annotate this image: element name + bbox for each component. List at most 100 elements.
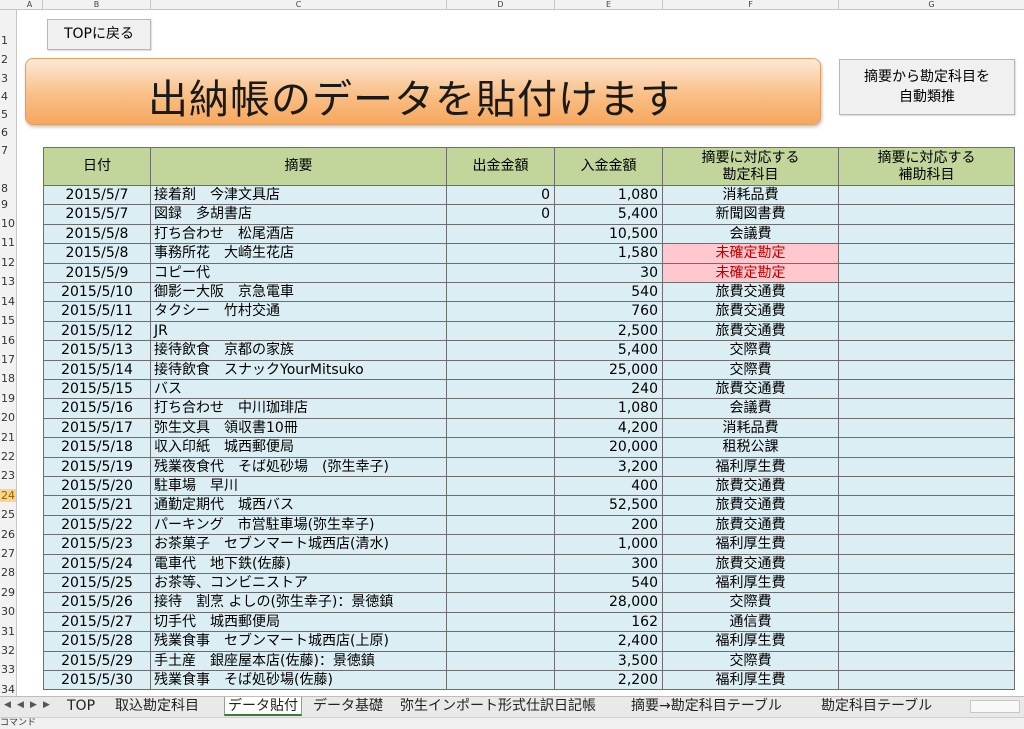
cell-description[interactable]: 御影ー大阪 京急電車 [151, 283, 447, 303]
header-inflow[interactable]: 入金金額 [555, 147, 663, 186]
cell-date[interactable]: 2015/5/14 [43, 360, 151, 380]
cell-outflow[interactable] [447, 457, 555, 477]
row-header[interactable]: 28 [1, 566, 15, 579]
cell-account[interactable]: 福利厚生費 [663, 671, 839, 691]
cell-inflow[interactable]: 1,000 [555, 535, 663, 555]
cell-inflow[interactable]: 1,080 [555, 186, 663, 206]
cell-account[interactable]: 新聞図書費 [663, 205, 839, 225]
cell-account[interactable]: 旅費交通費 [663, 302, 839, 322]
cell-description[interactable]: お茶等、コンビニストア [151, 574, 447, 594]
cell-sub-account[interactable] [839, 341, 1015, 361]
header-date[interactable]: 日付 [43, 147, 151, 186]
row-header[interactable]: 20 [1, 411, 15, 424]
cell-inflow[interactable]: 3,200 [555, 457, 663, 477]
cell-date[interactable]: 2015/5/7 [43, 186, 151, 206]
cell-description[interactable]: 弥生文具 領収書10冊 [151, 418, 447, 439]
prev-sheet-icon[interactable]: ◀ [17, 700, 24, 710]
cell-account[interactable]: 福利厚生費 [663, 457, 839, 477]
cell-description[interactable]: 接待飲食 スナックYourMitsuko [151, 360, 447, 380]
cell-date[interactable]: 2015/5/16 [43, 399, 151, 419]
cell-description[interactable]: 電車代 地下鉄(佐藤) [151, 554, 447, 574]
cell-account[interactable]: 旅費交通費 [663, 496, 839, 516]
cell-description[interactable]: 接着剤 今津文具店 [151, 186, 447, 206]
cell-description[interactable]: 残業食事 そば処砂場(佐藤) [151, 671, 447, 691]
cell-date[interactable]: 2015/5/11 [43, 302, 151, 322]
cell-inflow[interactable]: 5,400 [555, 205, 663, 225]
cell-date[interactable]: 2015/5/25 [43, 574, 151, 594]
row-header[interactable]: 22 [1, 450, 15, 463]
row-header[interactable]: 30 [1, 605, 15, 618]
cell-inflow[interactable]: 3,500 [555, 651, 663, 671]
cell-outflow[interactable] [447, 515, 555, 536]
cell-account[interactable]: 会議費 [663, 224, 839, 245]
cell-outflow[interactable] [447, 380, 555, 400]
cell-outflow[interactable] [447, 302, 555, 322]
cell-description[interactable]: 打ち合わせ 松尾酒店 [151, 224, 447, 245]
column-header-b[interactable]: B [43, 0, 151, 9]
tab-yayoi-import-journal[interactable]: 弥生インポート形式仕訳日記帳 [400, 698, 596, 714]
cell-account[interactable]: 福利厚生費 [663, 632, 839, 652]
cell-sub-account[interactable] [839, 593, 1015, 613]
row-header[interactable]: 4 [1, 90, 8, 103]
first-sheet-icon[interactable]: ◀ [4, 700, 11, 710]
cell-sub-account[interactable] [839, 612, 1015, 633]
cell-inflow[interactable]: 760 [555, 302, 663, 322]
cell-sub-account[interactable] [839, 554, 1015, 574]
cell-inflow[interactable]: 5,400 [555, 341, 663, 361]
cell-description[interactable]: バス [151, 380, 447, 400]
cell-date[interactable]: 2015/5/26 [43, 593, 151, 613]
row-header[interactable]: 1 [1, 34, 8, 47]
column-header-a[interactable]: A [17, 0, 43, 9]
cell-date[interactable]: 2015/5/12 [43, 321, 151, 342]
cell-outflow[interactable] [447, 593, 555, 613]
cell-account[interactable]: 福利厚生費 [663, 535, 839, 555]
cell-outflow[interactable] [447, 477, 555, 497]
cell-sub-account[interactable] [839, 302, 1015, 322]
cell-outflow[interactable] [447, 612, 555, 633]
cell-date[interactable]: 2015/5/7 [43, 205, 151, 225]
header-outflow[interactable]: 出金金額 [447, 147, 555, 186]
cell-account[interactable]: 消耗品費 [663, 186, 839, 206]
row-header[interactable]: 10 [1, 217, 15, 230]
cell-outflow[interactable] [447, 496, 555, 516]
cell-sub-account[interactable] [839, 263, 1015, 283]
column-header-f[interactable]: F [663, 0, 839, 9]
cell-account[interactable]: 旅費交通費 [663, 477, 839, 497]
cell-sub-account[interactable] [839, 671, 1015, 691]
cell-sub-account[interactable] [839, 496, 1015, 516]
cell-sub-account[interactable] [839, 244, 1015, 264]
cell-inflow[interactable]: 400 [555, 477, 663, 497]
row-header[interactable]: 27 [1, 547, 15, 560]
cell-account[interactable]: 会議費 [663, 399, 839, 419]
cell-account[interactable]: 消耗品費 [663, 418, 839, 439]
cell-date[interactable]: 2015/5/18 [43, 438, 151, 458]
cell-inflow[interactable]: 25,000 [555, 360, 663, 380]
cell-account[interactable]: 未確定勘定 [663, 244, 839, 264]
row-header[interactable]: 33 [1, 663, 15, 676]
cell-date[interactable]: 2015/5/8 [43, 244, 151, 264]
cell-sub-account[interactable] [839, 321, 1015, 342]
cell-inflow[interactable]: 1,080 [555, 399, 663, 419]
auto-infer-account-button[interactable]: 摘要から勘定科目を 自動類推 [839, 59, 1015, 115]
cell-date[interactable]: 2015/5/28 [43, 632, 151, 652]
cell-outflow[interactable] [447, 535, 555, 555]
cell-description[interactable]: お茶菓子 セブンマート城西店(清水) [151, 535, 447, 555]
header-sub-account[interactable]: 摘要に対応する 補助科目 [839, 147, 1015, 186]
header-description[interactable]: 摘要 [151, 147, 447, 186]
row-header[interactable]: 18 [1, 372, 15, 385]
cell-inflow[interactable]: 2,200 [555, 671, 663, 691]
row-header[interactable]: 2 [1, 53, 8, 66]
tab-top[interactable]: TOP [67, 698, 96, 714]
row-header[interactable]: 26 [1, 528, 15, 541]
row-header[interactable]: 3 [1, 72, 8, 85]
next-sheet-icon[interactable]: ▶ [30, 700, 37, 710]
cell-outflow[interactable]: 0 [447, 186, 555, 206]
cell-date[interactable]: 2015/5/8 [43, 224, 151, 245]
tab-desc-to-account-table[interactable]: 摘要→勘定科目テーブル [631, 698, 782, 714]
cell-inflow[interactable]: 2,400 [555, 632, 663, 652]
cell-sub-account[interactable] [839, 651, 1015, 671]
cell-outflow[interactable]: 0 [447, 205, 555, 225]
row-header[interactable]: 21 [1, 431, 15, 444]
row-header[interactable]: 19 [1, 392, 15, 405]
tab-data-base[interactable]: データ基礎 [313, 698, 383, 714]
